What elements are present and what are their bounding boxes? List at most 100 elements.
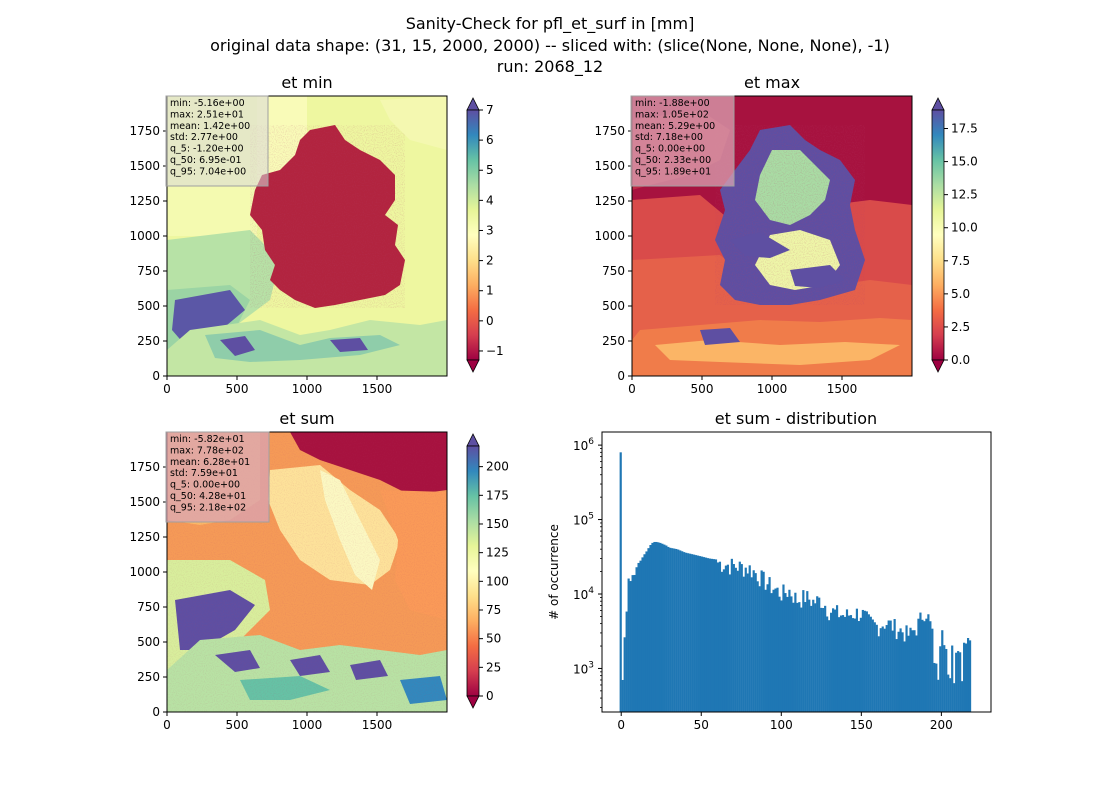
stats-line: q_50: 4.28e+01 bbox=[170, 491, 246, 502]
histogram-bar bbox=[798, 602, 801, 712]
histogram-bar bbox=[776, 587, 779, 712]
y-tick-label: 250 bbox=[137, 670, 160, 684]
histogram-bar bbox=[853, 618, 857, 712]
colorbar-et-min: −1 0 1 2 3 4 5 6 7 bbox=[466, 97, 504, 373]
stats-line: min: -5.82e+01 bbox=[170, 434, 245, 445]
histogram-bar bbox=[699, 556, 702, 712]
x-tick-label: 0 bbox=[163, 382, 171, 396]
histogram-bar bbox=[968, 640, 972, 712]
stats-line: std: 7.18e+00 bbox=[635, 132, 703, 143]
histogram-bar bbox=[667, 546, 670, 712]
histogram-bar bbox=[841, 615, 845, 712]
histogram-bar bbox=[804, 602, 807, 712]
histogram-bar bbox=[756, 581, 759, 712]
title-et-sum: et sum bbox=[279, 409, 334, 428]
heatmap-et-max bbox=[632, 96, 912, 376]
histogram-bar bbox=[889, 620, 892, 712]
histogram-bar bbox=[879, 628, 882, 712]
histogram-bar bbox=[945, 648, 948, 712]
histogram-bar bbox=[752, 570, 755, 712]
histogram-bar bbox=[685, 552, 688, 712]
panel-et-sum-distribution: et sum - distribution 0 50 100 150 200 103 104… bbox=[547, 409, 992, 732]
y-tick-label: 1250 bbox=[594, 194, 625, 208]
histogram-bar bbox=[818, 597, 821, 712]
histogram-bar bbox=[955, 652, 958, 712]
histogram-bar bbox=[830, 612, 833, 712]
histogram-bar bbox=[762, 571, 765, 712]
histogram-bar bbox=[949, 678, 952, 712]
histogram-bar bbox=[851, 618, 855, 712]
colorbar-tick-label: 175 bbox=[486, 488, 509, 502]
histogram-bar bbox=[939, 646, 942, 712]
stats-line: q_95: 7.04e+00 bbox=[170, 166, 246, 177]
histogram-bar bbox=[772, 589, 775, 712]
histogram-bar bbox=[736, 570, 739, 712]
x-tick-label: 150 bbox=[850, 718, 873, 732]
y-tick-label: 104 bbox=[573, 586, 594, 602]
histogram-bar bbox=[774, 588, 777, 712]
histogram-bar bbox=[691, 554, 694, 712]
colorbar-tick-label: 75 bbox=[486, 603, 501, 617]
histogram-bar bbox=[677, 549, 680, 712]
stats-line: mean: 6.28e+01 bbox=[170, 457, 250, 468]
histogram-bar bbox=[812, 599, 815, 712]
histogram-bar bbox=[720, 571, 724, 712]
y-tick-label: 0 bbox=[617, 369, 625, 383]
stats-line: mean: 1.42e+00 bbox=[170, 121, 250, 132]
histogram-bar bbox=[637, 562, 640, 712]
histogram-bar bbox=[669, 547, 672, 712]
histogram-bar bbox=[887, 620, 890, 712]
x-tick-label: 1500 bbox=[827, 382, 858, 396]
histogram-bar bbox=[935, 663, 938, 712]
histogram-bar bbox=[625, 611, 628, 712]
histogram-bar bbox=[786, 596, 789, 712]
y-tick-label: 103 bbox=[573, 660, 594, 676]
histogram-bar bbox=[792, 602, 795, 712]
colorbar-tick-label: 5 bbox=[486, 163, 494, 177]
title-et-min: et min bbox=[281, 73, 332, 92]
histogram-bar bbox=[778, 596, 781, 712]
histogram-bar bbox=[867, 614, 870, 712]
colorbar-et-max: 0.0 2.5 5.0 7.5 10.0 12.5 15.0 17.5 bbox=[931, 97, 978, 373]
colorbar-tick-label: 3 bbox=[486, 223, 494, 237]
histogram-bar bbox=[657, 542, 660, 712]
histogram-bar bbox=[937, 679, 940, 712]
histogram-bar bbox=[961, 681, 964, 712]
stats-line: min: -5.16e+00 bbox=[170, 98, 245, 109]
colorbar-tick-label: 6 bbox=[486, 133, 494, 147]
histogram-bar bbox=[639, 560, 642, 712]
y-tick-label: 500 bbox=[137, 635, 160, 649]
colorbar-tick-label: 2.5 bbox=[951, 320, 970, 334]
histogram-bar bbox=[849, 615, 853, 712]
histogram-bar bbox=[814, 603, 817, 712]
figure-title-line-3: run: 2068_12 bbox=[496, 57, 604, 76]
histogram-bar bbox=[881, 626, 884, 712]
stats-line: q_50: 2.33e+00 bbox=[635, 155, 711, 166]
histogram-bar bbox=[965, 643, 968, 712]
histogram-bar bbox=[748, 565, 751, 712]
histogram-bar bbox=[702, 557, 706, 712]
histogram-bar bbox=[800, 607, 803, 712]
title-et-sum-distribution: et sum - distribution bbox=[715, 409, 877, 428]
colorbar-tick-label: 2 bbox=[486, 254, 494, 268]
stats-line: std: 7.59e+01 bbox=[170, 468, 238, 479]
histogram-bar bbox=[754, 573, 757, 712]
colorbar-tick-label: 0 bbox=[486, 314, 494, 328]
histogram-bar bbox=[919, 612, 922, 712]
y-tick-label: 750 bbox=[137, 600, 160, 614]
x-tick-label: 500 bbox=[226, 718, 249, 732]
histogram-bar bbox=[875, 624, 878, 712]
colorbar-tick-label: 10.0 bbox=[951, 221, 978, 235]
colorbar-tick-label: 7 bbox=[486, 103, 494, 117]
histogram-bar bbox=[925, 618, 928, 712]
histogram-bar bbox=[828, 620, 831, 712]
histogram-bar bbox=[865, 611, 868, 712]
histogram-bar bbox=[901, 632, 904, 712]
histogram-bar bbox=[943, 645, 946, 712]
colorbar-tick-label: 200 bbox=[486, 460, 509, 474]
histogram-bar bbox=[794, 592, 797, 712]
histogram-bar bbox=[693, 554, 696, 712]
colorbar-tick-label: 0 bbox=[486, 689, 494, 703]
histogram-bar bbox=[655, 541, 658, 712]
histogram-bar bbox=[714, 559, 718, 712]
